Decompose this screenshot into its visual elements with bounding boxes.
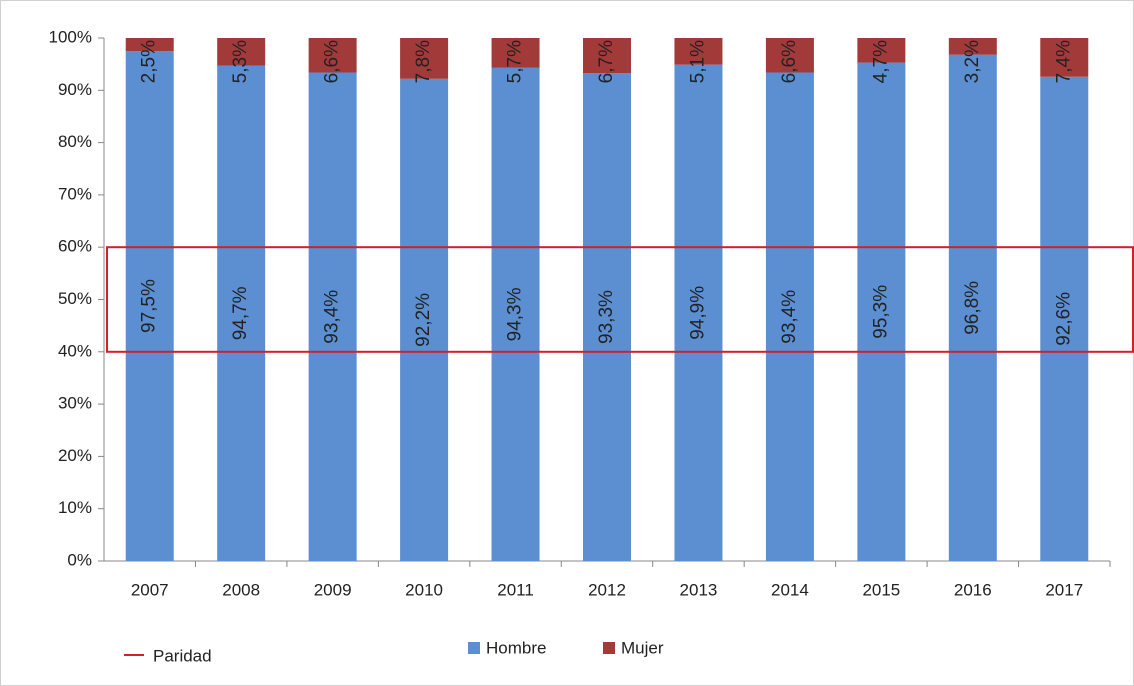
bar-segment bbox=[948, 38, 997, 55]
bar-segment bbox=[765, 72, 814, 561]
bar-segment bbox=[948, 54, 997, 562]
bar-segment bbox=[674, 64, 723, 561]
y-tick-label: 90% bbox=[58, 80, 92, 99]
legend-swatch bbox=[468, 642, 480, 654]
x-tick-label: 2008 bbox=[222, 580, 260, 599]
data-label: 5,1% bbox=[687, 40, 708, 83]
data-label: 93,4% bbox=[322, 290, 343, 344]
data-label: 2,5% bbox=[139, 40, 160, 83]
y-tick-label: 60% bbox=[58, 237, 92, 256]
x-tick-label: 2015 bbox=[862, 580, 900, 599]
data-label: 6,6% bbox=[779, 40, 800, 83]
data-label: 94,3% bbox=[505, 287, 526, 341]
y-tick-label: 10% bbox=[58, 498, 92, 517]
data-label: 7,4% bbox=[1053, 40, 1074, 83]
data-label: 95,3% bbox=[870, 285, 891, 339]
y-tick-label: 80% bbox=[58, 132, 92, 151]
y-tick-label: 30% bbox=[58, 394, 92, 413]
x-tick-label: 2017 bbox=[1045, 580, 1083, 599]
y-tick-label: 70% bbox=[58, 184, 92, 203]
data-label: 96,8% bbox=[962, 281, 983, 335]
bar-segment bbox=[217, 38, 266, 66]
data-label: 94,9% bbox=[687, 286, 708, 340]
x-tick-label: 2013 bbox=[680, 580, 718, 599]
data-label: 5,7% bbox=[505, 40, 526, 83]
data-label: 93,4% bbox=[779, 290, 800, 344]
bar-segment bbox=[674, 38, 723, 65]
data-label: 6,6% bbox=[322, 40, 343, 83]
bar-segment bbox=[765, 38, 814, 73]
x-tick-label: 2007 bbox=[131, 580, 169, 599]
x-tick-label: 2009 bbox=[314, 580, 352, 599]
data-label: 7,8% bbox=[413, 40, 434, 83]
x-tick-label: 2011 bbox=[497, 580, 534, 599]
bar-segment bbox=[308, 38, 357, 73]
y-tick-label: 100% bbox=[49, 27, 92, 46]
data-label: 97,5% bbox=[139, 279, 160, 333]
data-label: 94,7% bbox=[230, 286, 251, 340]
data-label: 92,6% bbox=[1053, 292, 1074, 346]
bar-segment bbox=[1040, 38, 1089, 77]
data-label: 3,2% bbox=[962, 40, 983, 83]
bar-segment bbox=[217, 65, 266, 562]
y-tick-label: 40% bbox=[58, 341, 92, 360]
bar-segment bbox=[857, 38, 906, 63]
data-label: 5,3% bbox=[230, 40, 251, 83]
bar-segment bbox=[583, 38, 631, 74]
legend-label: Paridad bbox=[153, 646, 212, 665]
bar-segment bbox=[125, 38, 174, 52]
bar-segment bbox=[400, 38, 449, 79]
data-label: 92,2% bbox=[413, 293, 434, 347]
bar-segment bbox=[491, 38, 540, 68]
legend-label: Mujer bbox=[621, 638, 664, 657]
bar-segment bbox=[308, 72, 357, 561]
x-tick-label: 2016 bbox=[954, 580, 992, 599]
data-label: 6,7% bbox=[596, 40, 617, 83]
y-tick-label: 0% bbox=[67, 550, 92, 569]
legend-label: Hombre bbox=[486, 638, 546, 657]
data-label: 93,3% bbox=[596, 290, 617, 344]
bar-segment bbox=[1040, 76, 1089, 562]
x-tick-label: 2010 bbox=[405, 580, 443, 599]
bar-segment bbox=[491, 67, 540, 561]
x-tick-label: 2012 bbox=[588, 580, 626, 599]
y-tick-label: 50% bbox=[58, 289, 92, 308]
bar-segment bbox=[583, 73, 631, 561]
legend-swatch bbox=[603, 642, 615, 654]
data-label: 4,7% bbox=[870, 40, 891, 83]
x-tick-label: 2014 bbox=[771, 580, 809, 599]
bar-segment bbox=[857, 62, 906, 562]
paridad-band bbox=[106, 246, 1134, 353]
bar-segment bbox=[400, 78, 449, 561]
y-tick-label: 20% bbox=[58, 446, 92, 465]
bar-segment bbox=[125, 51, 174, 561]
